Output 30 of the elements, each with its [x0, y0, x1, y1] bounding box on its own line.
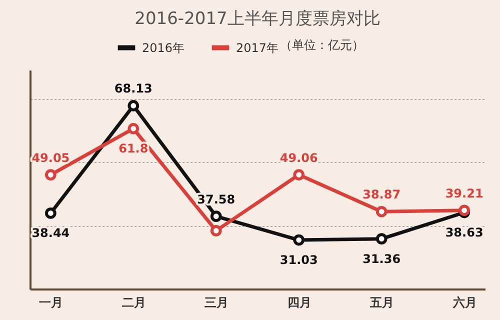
data-label: 38.63 — [445, 226, 484, 240]
text: （单位：亿元） — [280, 38, 364, 52]
point — [210, 225, 222, 236]
legend-label: 2016年 — [142, 40, 185, 55]
x-tick-label: 一月 — [39, 296, 64, 310]
x-tick-label: 四月 — [287, 296, 312, 310]
legend-label: 2017年 — [236, 40, 279, 55]
data-label: 49.05 — [32, 150, 70, 165]
chart-title: 2016-2017上半年月度票房对比 — [134, 9, 380, 29]
data-label: 49.06 — [280, 150, 318, 165]
x-tick-label: 三月 — [204, 296, 229, 310]
point — [128, 100, 140, 112]
point — [210, 210, 222, 222]
data-label: 68.13 — [114, 82, 152, 96]
data-label: 38.44 — [32, 226, 70, 240]
data-label: 38.87 — [362, 188, 401, 202]
point — [128, 122, 140, 134]
data-label: 39.21 — [445, 186, 484, 200]
point — [376, 206, 388, 218]
point — [45, 208, 56, 219]
point — [293, 169, 305, 180]
data-label: 61.8 — [118, 142, 148, 156]
data-label: 31.36 — [362, 252, 401, 266]
x-tick-label: 五月 — [369, 296, 394, 310]
x-tick-label: 二月 — [122, 296, 146, 310]
x-tick-label: 六月 — [452, 296, 477, 310]
point — [45, 169, 56, 180]
data-label: 31.03 — [280, 253, 318, 268]
point — [293, 234, 305, 246]
point — [376, 233, 388, 245]
